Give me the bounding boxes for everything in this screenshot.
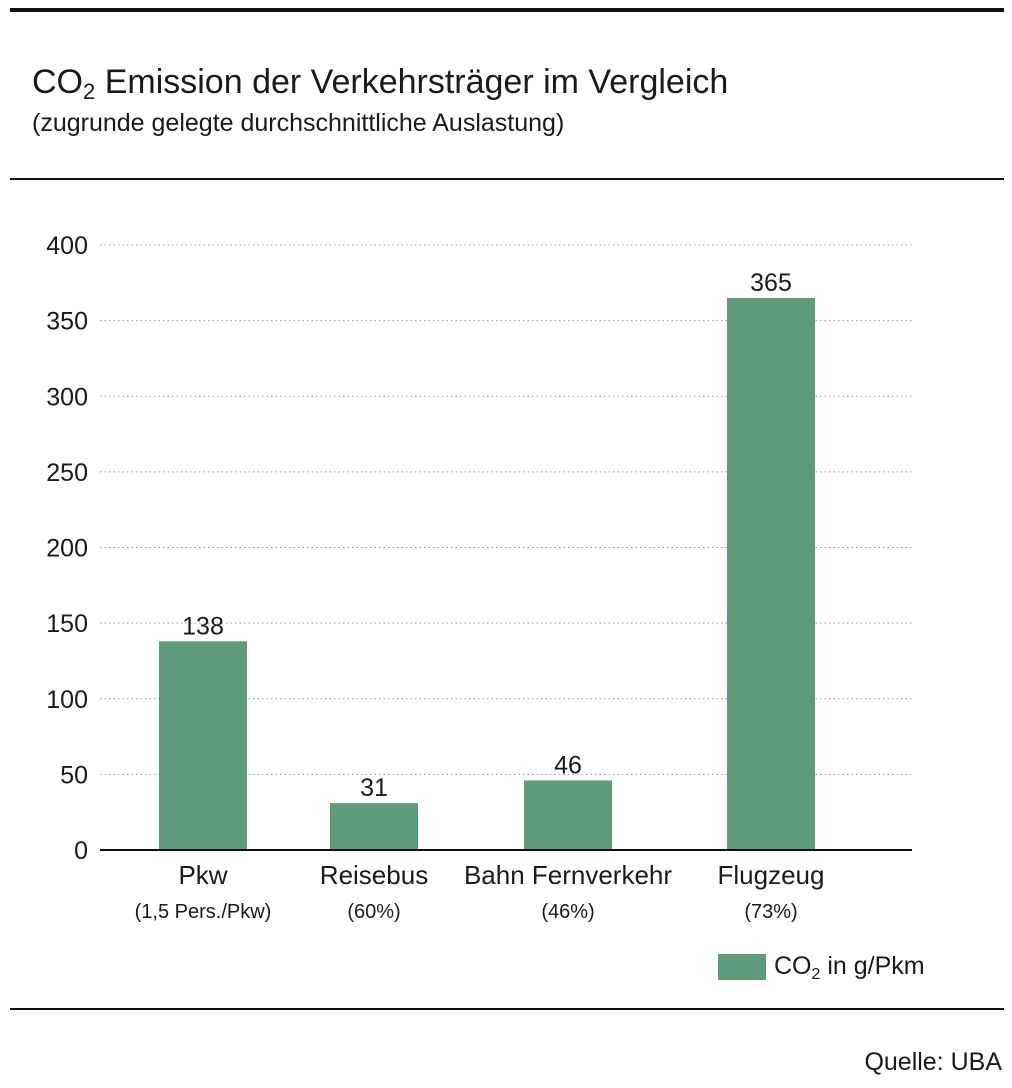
legend-text-rest: in g/Pkm <box>820 952 925 980</box>
bar <box>524 780 612 850</box>
bar <box>159 641 247 850</box>
y-tick-label: 100 <box>46 686 88 714</box>
x-tick-label: Flugzeug <box>718 860 825 890</box>
x-tick-note: (1,5 Pers./Pkw) <box>135 901 272 923</box>
bar <box>330 803 418 850</box>
y-tick-label: 250 <box>46 459 88 487</box>
legend-swatch <box>718 953 766 980</box>
data-label: 138 <box>182 612 224 640</box>
x-tick-label: Bahn Fernverkehr <box>464 860 672 890</box>
x-tick-label: Pkw <box>178 860 227 890</box>
bar-chart: 0 50 100 150 200 250 300 350 400 138 31 46 365 Pkw (1,… <box>46 232 912 923</box>
top-rule <box>10 8 1004 12</box>
legend-label: CO2 in g/Pkm <box>774 952 925 983</box>
title-text-co: CO <box>32 63 83 101</box>
header-rule <box>10 178 1004 180</box>
data-label: 46 <box>554 751 582 779</box>
y-tick-label: 150 <box>46 610 88 638</box>
y-tick-label: 350 <box>46 308 88 336</box>
legend-text-co: CO <box>774 952 812 980</box>
legend: CO2 in g/Pkm <box>718 952 925 983</box>
y-tick-label: 0 <box>74 837 88 865</box>
y-tick-label: 200 <box>46 535 88 563</box>
chart-title: CO2 Emission der Verkehrsträger im Vergl… <box>32 62 729 104</box>
source-note: Quelle: UBA <box>864 1048 1002 1076</box>
bar <box>727 297 815 850</box>
data-label: 365 <box>750 269 792 297</box>
x-tick-note: (73%) <box>744 901 797 923</box>
chart-subtitle: (zugrunde gelegte durchschnittliche Ausl… <box>32 109 565 137</box>
title-subscript: 2 <box>83 79 96 104</box>
footer-rule <box>10 1008 1004 1010</box>
title-text-rest: Emission der Verkehrsträger im Vergleich <box>95 63 729 101</box>
y-tick-label: 300 <box>46 383 88 411</box>
x-tick-note: (46%) <box>541 901 594 923</box>
y-tick-label: 400 <box>46 232 88 260</box>
legend-subscript: 2 <box>811 966 821 983</box>
x-tick-note: (60%) <box>347 901 400 923</box>
x-tick-label: Reisebus <box>320 860 428 890</box>
y-tick-label: 50 <box>60 761 88 789</box>
data-label: 31 <box>360 774 388 802</box>
